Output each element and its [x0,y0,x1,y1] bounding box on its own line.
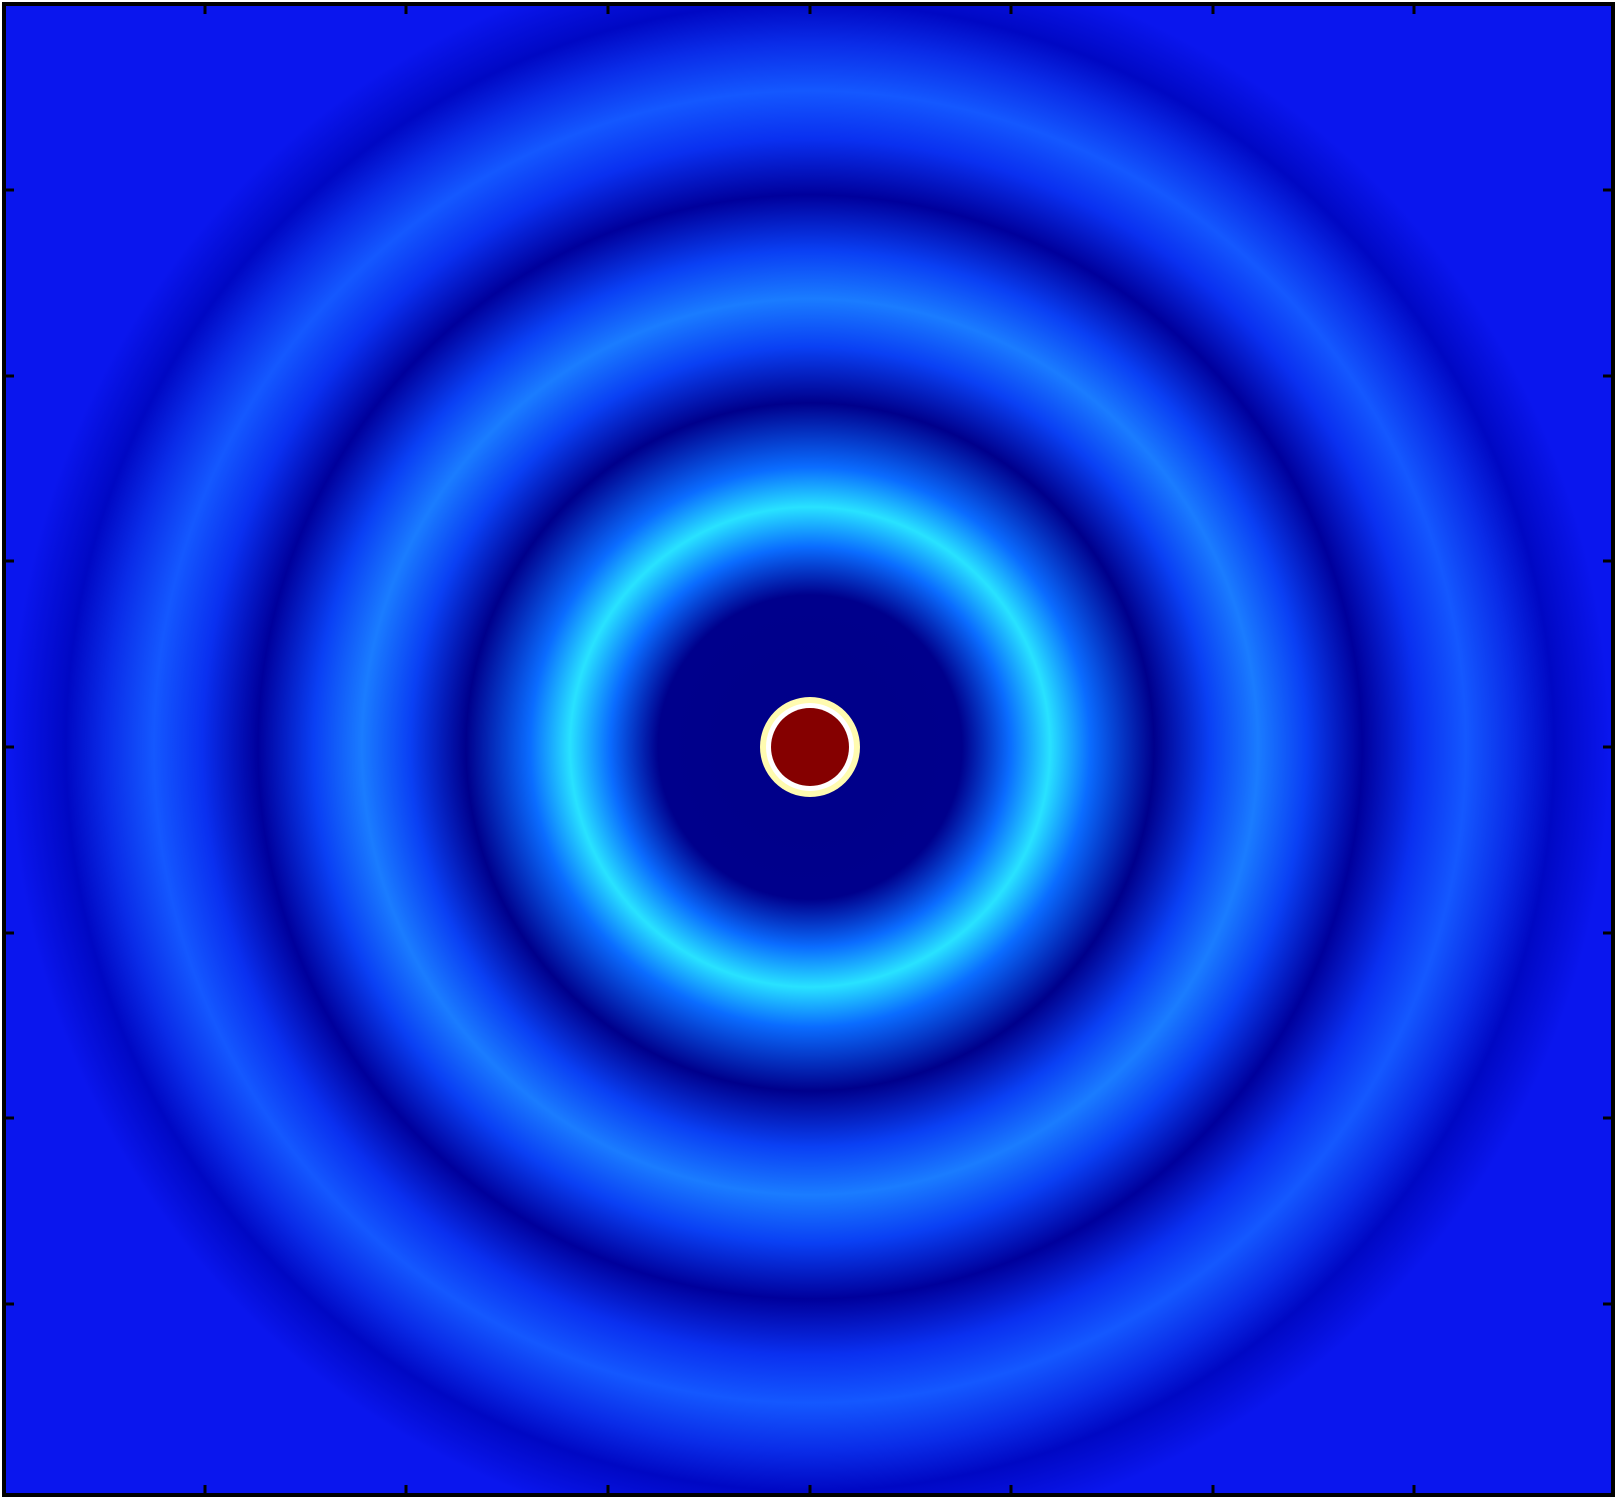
center-dot [771,708,849,786]
frame-ticks [4,4,1613,1495]
